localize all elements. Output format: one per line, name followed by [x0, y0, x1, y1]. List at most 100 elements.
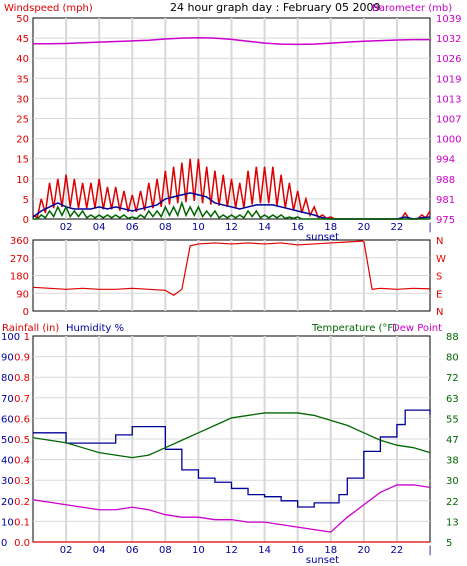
sunset-label: sunset [306, 555, 339, 566]
x-tick-label: 04 [93, 545, 106, 556]
rain-tick-label: 0.6 [14, 414, 30, 425]
x-tick-label: 12 [225, 222, 238, 233]
x-tick-label: 10 [192, 222, 205, 233]
direction-tick-label: 180 [10, 272, 29, 283]
x-tick-label: 22 [391, 222, 404, 233]
rain-tick-label: 0.8 [14, 373, 30, 384]
compass-tick-label: W [436, 254, 446, 265]
sunset-label: sunset [306, 232, 339, 243]
humidity-tick-label: 60 [1, 414, 14, 425]
barometer-tick-label: 988 [436, 175, 455, 186]
humidity-tick-label: 80 [1, 373, 14, 384]
windspeed-tick-label: 40 [16, 54, 29, 65]
barometer-label: Barometer (mb) [372, 3, 452, 14]
barometer-tick-label: 1019 [436, 74, 461, 85]
rain-tick-label: 0.9 [14, 353, 30, 364]
x-tick-label: 16 [291, 222, 304, 233]
humidity-tick-label: 30 [1, 476, 14, 487]
x-tick-label: 08 [159, 222, 172, 233]
barometer-tick-label: 975 [436, 215, 455, 226]
windspeed-tick-label: 45 [16, 34, 29, 45]
windspeed-tick-label: 10 [16, 175, 29, 186]
x-tick-label: 20 [357, 222, 370, 233]
humidity-tick-label: 40 [1, 456, 14, 467]
windspeed-tick-label: 20 [16, 135, 29, 146]
temperature-label: Temperature (°F) [311, 323, 397, 334]
windspeed-label: Windspeed (mph) [4, 3, 93, 14]
direction-tick-label: 360 [10, 236, 29, 247]
x-tick-label: 20 [357, 545, 370, 556]
x-tick-label: 14 [258, 222, 271, 233]
windspeed-tick-label: 35 [16, 74, 29, 85]
x-tick-label: | [428, 222, 431, 233]
compass-tick-label: E [436, 289, 442, 300]
x-tick-label: 18 [324, 545, 337, 556]
direction-tick-label: 0 [23, 307, 29, 318]
barometer-tick-label: 1032 [436, 34, 461, 45]
windspeed-tick-label: 0 [23, 215, 29, 226]
x-tick-label: 08 [159, 545, 172, 556]
x-tick-label: 16 [291, 545, 304, 556]
dewpoint-label: Dew Point [392, 323, 442, 334]
temperature-tick-label: 47 [446, 435, 459, 446]
x-tick-label: 14 [258, 545, 271, 556]
x-tick-label: 04 [93, 222, 106, 233]
x-tick-label: 06 [126, 545, 139, 556]
barometer-tick-label: 1026 [436, 54, 461, 65]
series-low [33, 200, 430, 220]
humidity-label: Humidity % [66, 323, 124, 334]
barometer-tick-label: 981 [436, 195, 455, 206]
humidity-tick-label: 50 [1, 435, 14, 446]
x-tick-label: 22 [391, 545, 404, 556]
rain-tick-label: 0.0 [14, 538, 30, 549]
x-tick-label: | [428, 545, 431, 556]
rain-tick-label: 0.5 [14, 435, 30, 446]
temperature-tick-label: 88 [446, 332, 459, 343]
temperature-tick-label: 22 [446, 497, 459, 508]
series-temperature [32, 412, 431, 459]
windspeed-tick-label: 5 [23, 195, 29, 206]
windspeed-tick-label: 50 [16, 14, 29, 25]
x-tick-label: 18 [324, 222, 337, 233]
x-tick-label: 12 [225, 545, 238, 556]
humidity-tick-label: 70 [1, 394, 14, 405]
temperature-tick-label: 5 [446, 538, 452, 549]
windspeed-tick-label: 25 [16, 115, 29, 126]
x-tick-label: 02 [60, 545, 73, 556]
x-tick-label: 02 [60, 222, 73, 233]
direction-tick-label: 270 [10, 254, 29, 265]
humidity-tick-label: 100 [1, 332, 20, 343]
rain-tick-label: 0.2 [14, 497, 30, 508]
windspeed-tick-label: 30 [16, 94, 29, 105]
temperature-tick-label: 30 [446, 476, 459, 487]
series-layer [32, 37, 431, 543]
humidity-tick-label: 10 [1, 517, 14, 528]
series-humidity [33, 409, 431, 508]
rain-tick-label: 0.3 [14, 476, 30, 487]
temperature-tick-label: 38 [446, 456, 459, 467]
windspeed-tick-label: 15 [16, 155, 29, 166]
graph-title: 24 hour graph day : February 05 2009 [170, 1, 381, 14]
temperature-tick-label: 63 [446, 394, 459, 405]
series-direction [32, 240, 431, 296]
rain-tick-label: 1 [24, 332, 30, 343]
temperature-tick-label: 80 [446, 353, 459, 364]
humidity-tick-label: 90 [1, 353, 14, 364]
barometer-tick-label: 1000 [436, 135, 461, 146]
temperature-tick-label: 55 [446, 414, 459, 425]
rain-tick-label: 0.4 [14, 456, 30, 467]
barometer-tick-label: 1039 [436, 14, 461, 25]
rain-tick-label: 0.1 [14, 517, 30, 528]
barometer-tick-label: 994 [436, 155, 455, 166]
barometer-tick-label: 1013 [436, 94, 461, 105]
temperature-tick-label: 13 [446, 517, 459, 528]
rainfall-label: Rainfall (in) [2, 323, 59, 334]
x-tick-label: 06 [126, 222, 139, 233]
series-dewpoint [32, 484, 431, 533]
x-tick-label: 10 [192, 545, 205, 556]
humidity-tick-label: 0 [1, 538, 7, 549]
compass-tick-label: N [436, 236, 443, 247]
direction-tick-label: 90 [16, 289, 29, 300]
